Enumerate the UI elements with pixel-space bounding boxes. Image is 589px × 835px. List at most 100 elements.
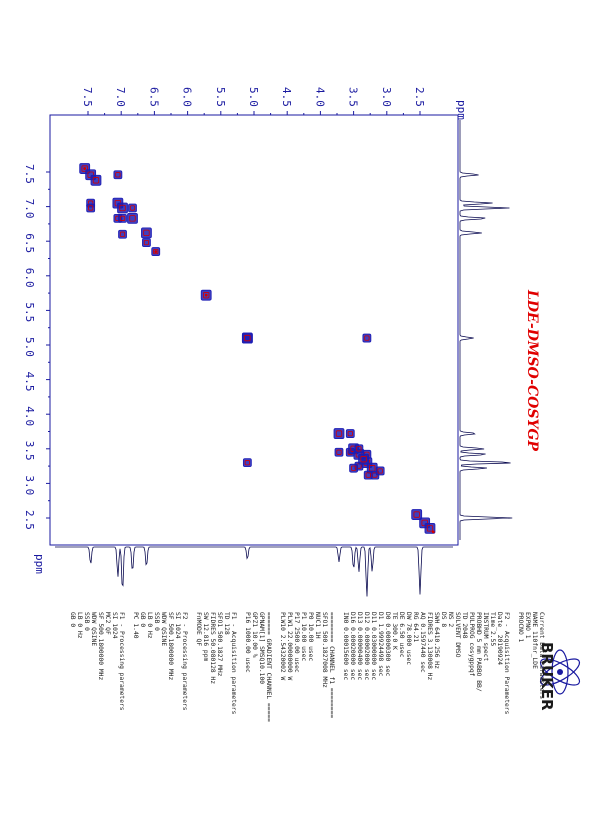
f1-tick-label: 6.5 [23, 233, 36, 253]
f1-tick-label: 5.5 [23, 302, 36, 322]
param-line: INSTRUM spect [482, 612, 489, 661]
peak-contour-inner [129, 215, 136, 222]
cross-peak [118, 213, 127, 223]
cross-peak [411, 509, 423, 520]
peak-contour-inner [129, 205, 136, 211]
peak-contour-outer [90, 174, 102, 186]
peak-contour-inner [244, 460, 250, 466]
param-line: F2 - Acquisition Parameters [503, 612, 510, 715]
peak-contour-inner [350, 465, 357, 471]
f2-tick-label: 7.0 [114, 87, 127, 107]
cross-peak [142, 238, 151, 247]
peak-contour-inner [413, 511, 420, 518]
peak-contour-inner [143, 229, 150, 237]
param-line: D13 0.00000400 sec [356, 612, 363, 680]
param-line: Time 2.55 [489, 612, 496, 646]
peak-contour-inner [244, 334, 251, 342]
peak-dot [154, 250, 158, 253]
cross-peak [241, 332, 253, 344]
cross-peak [141, 227, 152, 239]
f2-trace-line [55, 546, 453, 597]
peak-contour-inner [92, 177, 100, 184]
cross-peak [90, 174, 102, 186]
param-line: D11 0.03000000 sec [370, 612, 377, 680]
f2-tick-label: 5.0 [247, 87, 260, 107]
param-line: F1 - Acquisition parameters [230, 612, 237, 715]
peak-contour-inner [115, 172, 121, 178]
peak-contour-inner [335, 430, 343, 437]
param-line: PROBHD 5 mm PABBO BB/ [475, 612, 482, 692]
f1-trace-line [459, 120, 513, 540]
param-line: ======== CHANNEL f1 ======== [328, 612, 335, 718]
peak-contour-outer [127, 212, 138, 224]
logo-text: BRUKER [538, 642, 556, 711]
param-line: RG 64.21 [412, 612, 419, 643]
param-line: SF 500.1800000 MHz [167, 612, 174, 680]
cross-peak [128, 203, 137, 213]
param-line: PROCNO 1 [517, 612, 524, 643]
peak-contour-inner [203, 292, 210, 299]
param-line: NUC1 1H [314, 612, 321, 639]
cross-peak [117, 202, 128, 214]
param-line: D0 0.00000300 sec [384, 612, 391, 677]
param-line: SFO1 500.1827 MHz [216, 612, 223, 677]
peak-contour-outer [118, 213, 127, 223]
peak-contour-inner [347, 430, 353, 437]
param-line: MC2 QF [104, 612, 111, 635]
f1-tick-label: 4.5 [23, 372, 36, 392]
peak-contour-inner [377, 468, 383, 474]
param-line: GB 0 [69, 612, 76, 627]
param-line: FIDRES 50.080128 Hz [209, 612, 216, 684]
f2-tick-label: 6.0 [181, 87, 194, 107]
f2-tick-label: 2.5 [413, 87, 426, 107]
peak-contour-outer [345, 429, 355, 438]
param-line: SOLVENT DMSO [454, 612, 461, 658]
param-line: TD 2048 [461, 612, 468, 639]
peak-contour-inner [426, 525, 434, 532]
param-line: GPZ1 10.00 % [251, 612, 258, 658]
param-line: WDW QSINE [90, 612, 97, 646]
param-line: AQ 0.1597440 sec [419, 612, 426, 673]
param-line: EXPNO 1 [524, 612, 531, 639]
param-line: PLW1 22.00000000 W [286, 612, 293, 680]
param-line: NAME 110fnr_LDE [531, 612, 538, 669]
param-line: FIDRES 3.130008 Hz [426, 612, 433, 680]
peak-dot [83, 167, 87, 170]
peak-contour-outer [362, 333, 372, 343]
f2-ppm-label: ppm [455, 100, 468, 120]
peak-contour-outer [118, 229, 127, 239]
peak-contour-inner [81, 165, 88, 172]
param-line: LB 0 Hz [76, 612, 83, 639]
peak-contour-inner [119, 231, 126, 237]
cross-peak [333, 428, 345, 439]
f2-tick-label: 3.5 [347, 87, 360, 107]
param-line: SI 1024 [174, 612, 181, 639]
peak-contour-inner [365, 472, 371, 478]
cross-peak [118, 229, 127, 239]
cross-peak [362, 333, 372, 343]
param-line: PULPROG cosygppqf [468, 612, 475, 677]
peak-contour-outer [128, 203, 137, 213]
f1-tick-label: 7.0 [23, 199, 36, 219]
peak-contour-outer [349, 463, 359, 473]
f1-tick-label: 6.0 [23, 268, 36, 288]
plot-frame [49, 114, 459, 546]
param-line: PLW10 2.54320002 W [279, 612, 286, 680]
peak-contour-outer [86, 203, 96, 213]
param-line: GPNAM[1] SMSQ10.100 [258, 612, 265, 684]
f1-ppm-label: ppm [33, 554, 46, 574]
param-line: LB 0 Hz [146, 612, 153, 639]
param-line: SI 1024 [111, 612, 118, 639]
param-line: WDW QSINE [160, 612, 167, 646]
peak-contour-outer [142, 238, 151, 247]
param-line: D16 0.00020000 sec [349, 612, 356, 680]
f2-axis-ticks: 7.5 7.0 6.5 6.0 5.5 5.0 4.5 4.0 3.5 3.0 2.5 [81, 87, 426, 115]
f2-tick-label: 6.5 [147, 87, 160, 107]
peak-contour-outer [354, 444, 364, 454]
f2-projection-trace [459, 120, 513, 540]
f2-tick-label: 5.5 [214, 87, 227, 107]
f2-tick-label: 4.5 [280, 87, 293, 107]
f2-tick-label: 4.0 [313, 87, 326, 107]
